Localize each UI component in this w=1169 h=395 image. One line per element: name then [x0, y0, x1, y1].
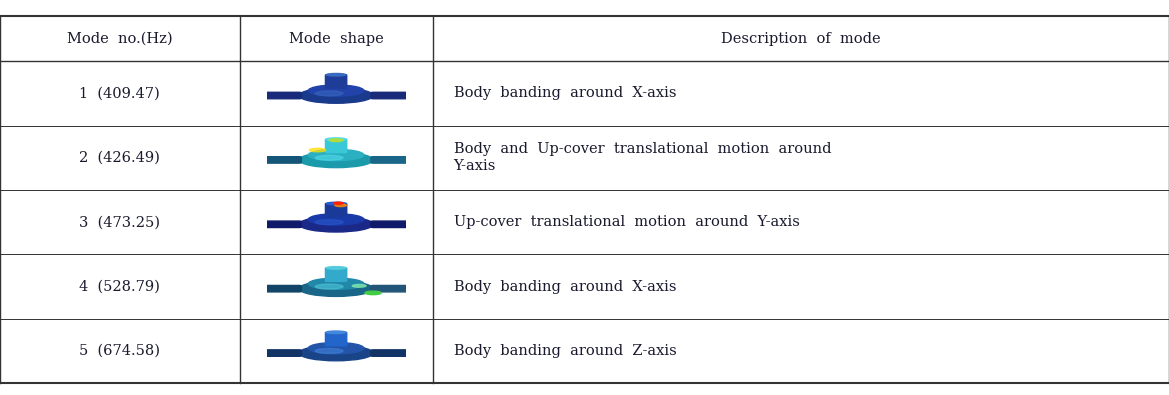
- FancyBboxPatch shape: [371, 92, 408, 99]
- Ellipse shape: [299, 345, 373, 361]
- Ellipse shape: [299, 281, 373, 296]
- Ellipse shape: [309, 278, 364, 290]
- Text: Body  banding  around  X-axis: Body banding around X-axis: [454, 87, 676, 100]
- Text: Mode  no.(Hz): Mode no.(Hz): [67, 32, 173, 45]
- Ellipse shape: [309, 85, 364, 96]
- Text: 4  (528.79): 4 (528.79): [79, 280, 160, 293]
- FancyBboxPatch shape: [371, 286, 408, 292]
- FancyBboxPatch shape: [325, 139, 347, 152]
- Ellipse shape: [309, 342, 364, 354]
- Ellipse shape: [365, 291, 381, 295]
- Text: Up-cover  translational  motion  around  Y-axis: Up-cover translational motion around Y-a…: [454, 215, 800, 229]
- Text: 2  (426.49): 2 (426.49): [79, 151, 160, 165]
- Text: Mode  shape: Mode shape: [289, 32, 383, 45]
- FancyBboxPatch shape: [264, 157, 302, 163]
- Ellipse shape: [326, 73, 346, 76]
- Ellipse shape: [336, 204, 346, 207]
- Ellipse shape: [316, 91, 343, 96]
- Ellipse shape: [309, 214, 364, 225]
- Ellipse shape: [299, 152, 373, 167]
- FancyBboxPatch shape: [371, 157, 408, 163]
- FancyBboxPatch shape: [264, 92, 302, 99]
- Ellipse shape: [326, 267, 346, 269]
- Ellipse shape: [309, 149, 364, 161]
- Ellipse shape: [334, 202, 343, 204]
- Ellipse shape: [310, 148, 326, 152]
- FancyBboxPatch shape: [371, 350, 408, 356]
- Ellipse shape: [316, 220, 343, 225]
- FancyBboxPatch shape: [325, 268, 347, 281]
- Ellipse shape: [299, 88, 373, 103]
- FancyBboxPatch shape: [371, 221, 408, 228]
- Ellipse shape: [316, 284, 343, 289]
- FancyBboxPatch shape: [325, 332, 347, 346]
- FancyBboxPatch shape: [325, 203, 347, 217]
- Ellipse shape: [316, 348, 343, 354]
- Ellipse shape: [326, 331, 346, 333]
- FancyBboxPatch shape: [264, 350, 302, 356]
- Text: Body  and  Up-cover  translational  motion  around: Body and Up-cover translational motion a…: [454, 142, 831, 156]
- Text: 5  (674.58): 5 (674.58): [79, 344, 160, 358]
- Ellipse shape: [352, 284, 366, 287]
- Text: Body  banding  around  Z-axis: Body banding around Z-axis: [454, 344, 677, 358]
- Ellipse shape: [326, 202, 346, 205]
- Text: Y-axis: Y-axis: [454, 160, 496, 173]
- Text: Description  of  mode: Description of mode: [721, 32, 880, 45]
- Text: Body  banding  around  X-axis: Body banding around X-axis: [454, 280, 676, 293]
- FancyBboxPatch shape: [264, 286, 302, 292]
- Ellipse shape: [326, 138, 346, 140]
- Ellipse shape: [299, 216, 373, 232]
- Text: 1  (409.47): 1 (409.47): [79, 87, 160, 100]
- Ellipse shape: [316, 155, 343, 160]
- FancyBboxPatch shape: [264, 221, 302, 228]
- Ellipse shape: [330, 139, 343, 142]
- Text: 3  (473.25): 3 (473.25): [79, 215, 160, 229]
- FancyBboxPatch shape: [325, 75, 347, 88]
